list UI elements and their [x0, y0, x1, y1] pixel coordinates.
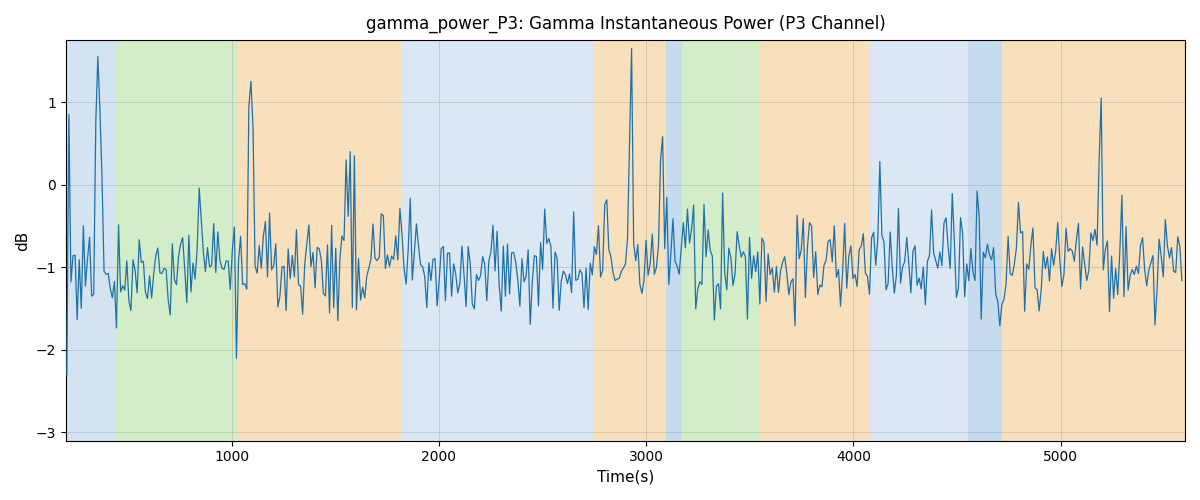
Y-axis label: dB: dB	[16, 230, 30, 250]
Bar	[1002, 40, 1186, 440]
Title: gamma_power_P3: Gamma Instantaneous Power (P3 Channel): gamma_power_P3: Gamma Instantaneous Powe…	[366, 15, 886, 34]
Bar	[238, 40, 402, 440]
Bar	[402, 40, 594, 440]
Bar	[115, 40, 238, 440]
Bar	[666, 40, 683, 440]
Bar	[594, 40, 666, 440]
Bar	[66, 40, 115, 440]
Bar	[870, 40, 968, 440]
Bar	[760, 40, 870, 440]
Bar	[683, 40, 760, 440]
Bar	[968, 40, 1002, 440]
X-axis label: Time(s): Time(s)	[596, 470, 654, 485]
